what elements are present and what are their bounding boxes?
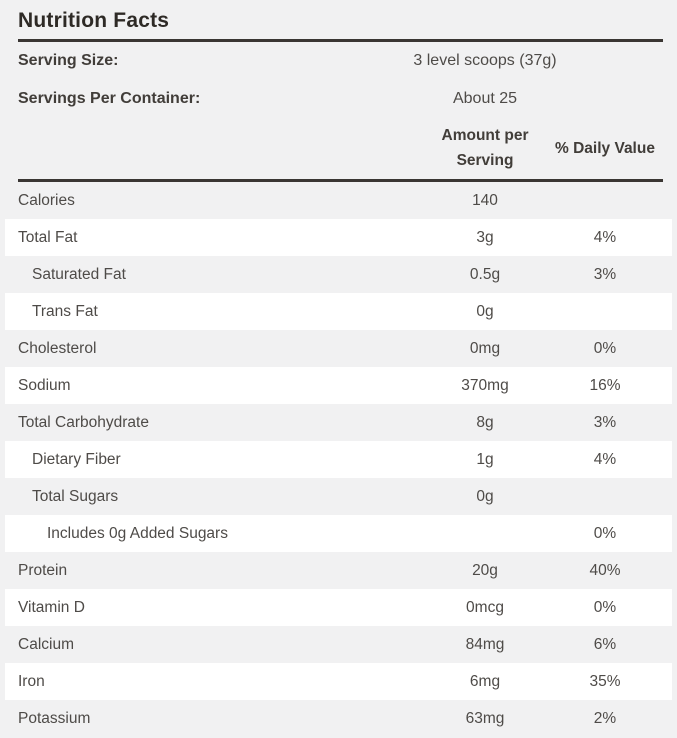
table-row: Calories 140 (5, 182, 672, 219)
table-row: Trans Fat 0g (5, 293, 672, 330)
nutrient-amount: 0g (476, 487, 494, 505)
nutrient-label: Dietary Fiber (32, 450, 121, 468)
nutrient-daily-value: 0% (593, 598, 617, 616)
table-row: Protein 20g 40% (5, 552, 672, 589)
nutrient-amount: 84mg (465, 635, 505, 653)
table-row: Vitamin D 0mcg 0% (5, 589, 672, 626)
servings-per-container-row: Servings Per Container: About 25 (0, 80, 677, 118)
nutrient-label: Potassium (18, 709, 91, 727)
nutrient-label: Cholesterol (18, 339, 97, 357)
nutrient-amount: 20g (472, 561, 498, 579)
nutrient-label: Protein (18, 561, 68, 579)
table-row: Saturated Fat 0.5g 3% (5, 256, 672, 293)
nutrient-amount: 63mg (465, 709, 505, 727)
column-headers: Amount per Serving % Daily Value (0, 118, 677, 179)
nutrient-amount: 3g (476, 228, 494, 246)
servings-per-container-label: Servings Per Container: (18, 90, 201, 107)
nutrient-amount: 8g (476, 413, 494, 431)
daily-value-column-header: % Daily Value (555, 139, 655, 157)
nutrient-daily-value: 35% (589, 672, 621, 690)
nutrient-label: Total Carbohydrate (18, 413, 149, 431)
serving-size-row: Serving Size: 3 level scoops (37g) (0, 42, 677, 80)
nutrient-daily-value: 3% (593, 413, 617, 431)
nutrient-table: Calories 140 Total Fat 3g 4% Saturated Fat 0.5… (0, 182, 677, 737)
nutrient-daily-value: 0% (593, 524, 617, 542)
serving-size-value: 3 level scoops (37g) (413, 52, 557, 69)
nutrient-label: Saturated Fat (32, 265, 126, 283)
table-row: Calcium 84mg 6% (5, 626, 672, 663)
panel-title: Nutrition Facts (18, 9, 170, 32)
title-divider (18, 39, 663, 42)
nutrient-daily-value: 2% (593, 709, 617, 727)
nutrient-daily-value: 4% (593, 450, 617, 468)
nutrient-daily-value: 0% (593, 339, 617, 357)
nutrient-amount: 0mcg (466, 598, 504, 616)
table-row: Cholesterol 0mg 0% (5, 330, 672, 367)
servings-per-container-value: About 25 (452, 90, 518, 107)
table-row: Iron 6mg 35% (5, 663, 672, 700)
nutrient-label: Vitamin D (18, 598, 85, 616)
table-row: Includes 0g Added Sugars 0% (5, 515, 672, 552)
nutrient-daily-value: 40% (589, 561, 621, 579)
nutrient-daily-value: 16% (589, 376, 621, 394)
amount-column-header: Amount per Serving (441, 126, 529, 169)
serving-size-label: Serving Size: (18, 52, 119, 69)
nutrient-label: Iron (18, 672, 45, 690)
nutrient-label: Total Fat (18, 228, 78, 246)
nutrient-amount: 0.5g (469, 265, 501, 283)
nutrient-daily-value: 4% (593, 228, 617, 246)
nutrient-amount: 6mg (469, 672, 501, 690)
nutrient-daily-value: 3% (593, 265, 617, 283)
table-row: Potassium 63mg 2% (5, 700, 672, 737)
table-row: Total Fat 3g 4% (5, 219, 672, 256)
table-row: Total Carbohydrate 8g 3% (5, 404, 672, 441)
nutrient-amount: 370mg (461, 376, 509, 394)
nutrient-amount: 0g (476, 302, 494, 320)
nutrient-daily-value: 6% (593, 635, 617, 653)
nutrient-label: Calories (18, 191, 75, 209)
header-divider (18, 179, 663, 182)
nutrient-label: Sodium (18, 376, 71, 394)
nutrient-amount: 0mg (469, 339, 501, 357)
nutrient-label: Trans Fat (32, 302, 98, 320)
table-row: Dietary Fiber 1g 4% (5, 441, 672, 478)
nutrient-amount: 140 (472, 191, 498, 209)
nutrient-amount: 1g (476, 450, 494, 468)
nutrient-label: Includes 0g Added Sugars (47, 524, 228, 542)
table-row: Total Sugars 0g (5, 478, 672, 515)
nutrient-label: Total Sugars (32, 487, 119, 505)
table-row: Sodium 370mg 16% (5, 367, 672, 404)
nutrient-label: Calcium (18, 635, 74, 653)
